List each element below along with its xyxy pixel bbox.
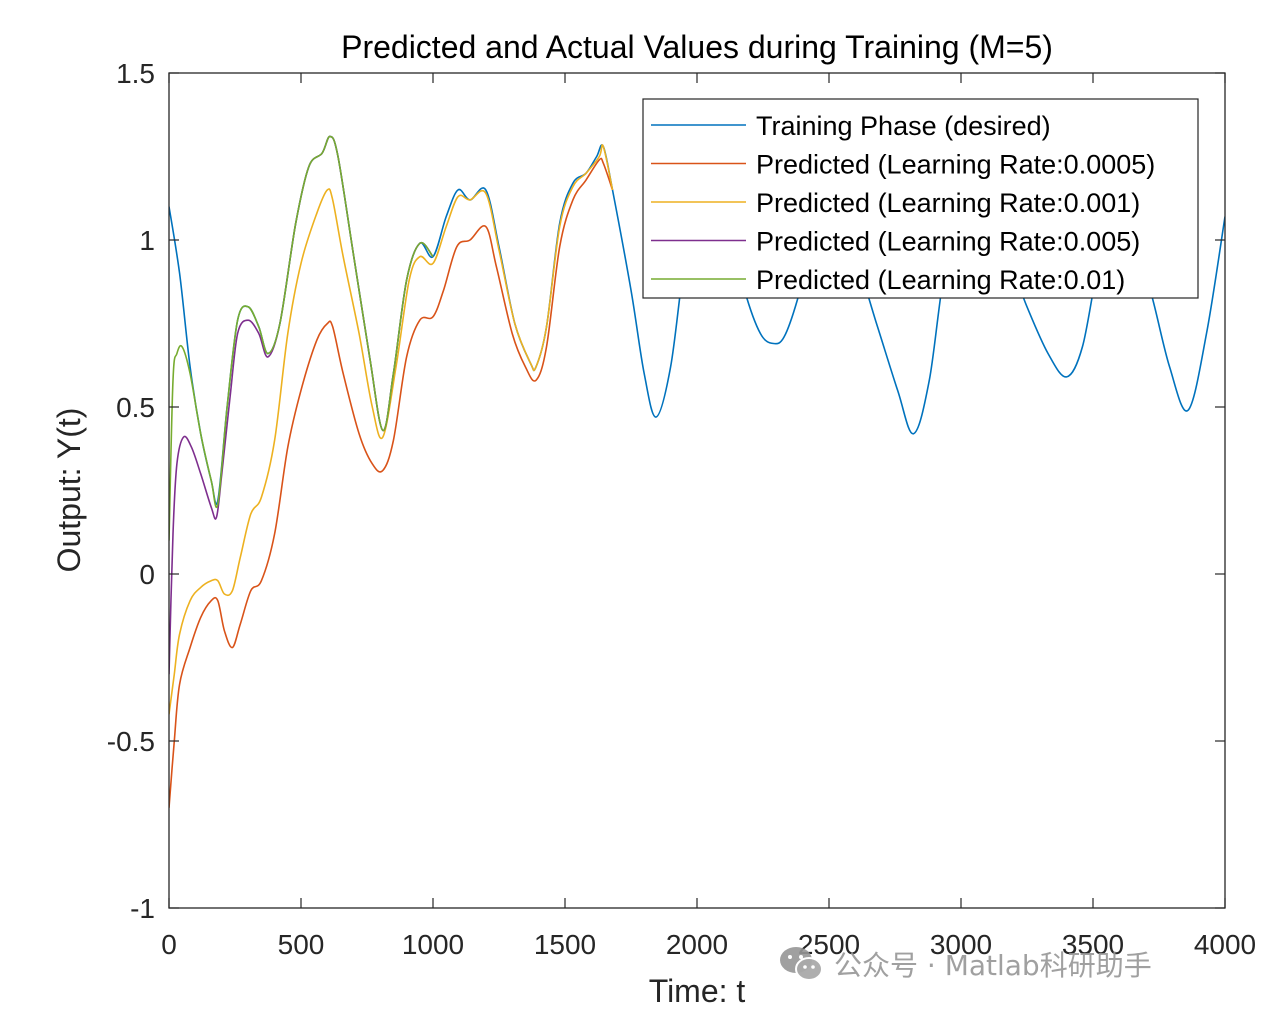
axis-ticks: 0 500 1000 1500 2000 2500 3000 3500 4000-1-0.500… <box>107 58 1256 960</box>
x-tick-label: 3000 <box>930 929 992 960</box>
series-line-4 <box>169 135 434 675</box>
legend-label: Training Phase (desired) <box>756 111 1051 141</box>
wechat-icon <box>780 947 823 981</box>
legend-box <box>642 98 1199 299</box>
x-tick-label: 2000 <box>666 929 728 960</box>
series-line-5 <box>169 135 434 541</box>
series-line-2 <box>169 157 614 808</box>
x-tick-label: 500 <box>278 929 325 960</box>
legend-label: Predicted (Learning Rate:0.001) <box>756 188 1140 218</box>
legend-label: Predicted (Learning Rate:0.005) <box>756 227 1140 257</box>
chart-title: Predicted and Actual Values during Train… <box>341 29 1053 65</box>
y-tick-label: -0.5 <box>107 726 155 757</box>
watermark-text: 公众号 · Matlab科研助手 <box>834 949 1152 982</box>
x-tick-label: 0 <box>161 929 177 960</box>
x-axis-title: Time: t <box>649 973 746 1009</box>
y-axis-title: Output: Y(t) <box>51 408 87 573</box>
watermark: 公众号 · Matlab科研助手 <box>778 944 1152 984</box>
x-tick-label: 4000 <box>1194 929 1256 960</box>
legend-label: Predicted (Learning Rate:0.0005) <box>756 150 1155 180</box>
x-tick-label: 1500 <box>534 929 596 960</box>
series-line-3 <box>169 144 614 715</box>
legend-label: Predicted (Learning Rate:0.01) <box>756 265 1125 295</box>
y-tick-label: -1 <box>130 893 155 924</box>
x-tick-label: 1000 <box>402 929 464 960</box>
y-tick-label: 0.5 <box>116 392 155 423</box>
legend: Training Phase (desired) Predicted (Learn… <box>642 98 1199 299</box>
y-tick-label: 1 <box>139 225 155 256</box>
x-tick-label: 3500 <box>1062 929 1124 960</box>
y-tick-label: 0 <box>139 559 155 590</box>
y-tick-label: 1.5 <box>116 58 155 89</box>
